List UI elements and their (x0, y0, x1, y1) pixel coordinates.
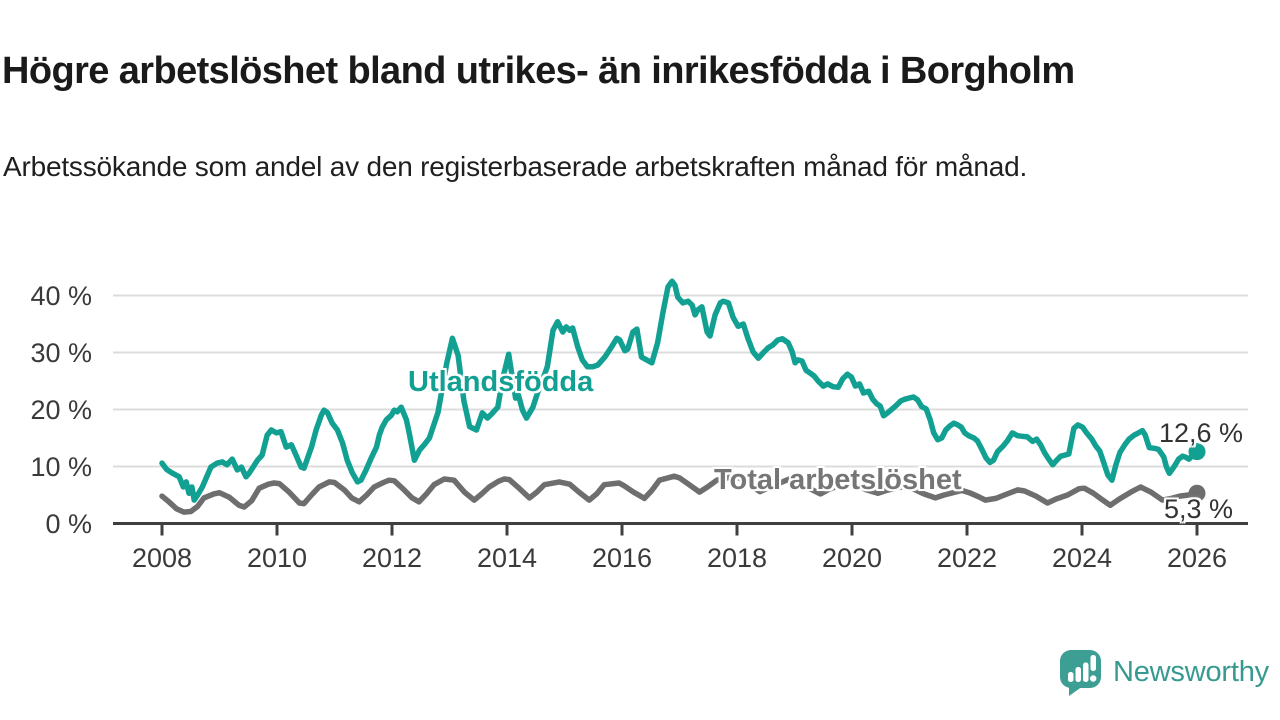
x-axis-label-2020: 2020 (821, 543, 883, 573)
page-title: Högre arbetslöshet bland utrikes- än inr… (2, 50, 1075, 93)
y-axis-label-20: 20 % (30, 394, 92, 425)
newsworthy-logo-icon (1060, 650, 1101, 696)
newsworthy-wordmark: Newsworthy (1113, 655, 1269, 688)
end-dot-utlandsfodda (1188, 443, 1206, 461)
chart-subtitle: Arbetssökande som andel av den registerb… (3, 151, 1028, 182)
y-axis-label-10: 10 % (30, 451, 92, 482)
y-axis-label-40: 40 % (30, 280, 92, 311)
y-axis-label-0: 0 % (45, 508, 92, 539)
series-line-total (159, 473, 1200, 515)
series-label-utlandsfodda: Utlandsfödda (408, 366, 594, 398)
newsworthy-brand: Newsworthy (1056, 648, 1269, 696)
end-dot-total (1188, 484, 1206, 502)
x-axis-label-2014: 2014 (476, 543, 538, 573)
x-axis-label-2016: 2016 (591, 543, 653, 573)
x-axis-label-2008: 2008 (131, 543, 193, 573)
x-axis-label-2024: 2024 (1051, 543, 1113, 573)
series-line-utlandsfodda (159, 278, 1200, 503)
x-axis-label-2010: 2010 (246, 543, 308, 573)
end-value-label-utlandsfodda: 12,6 % (1159, 418, 1244, 448)
series-label-total-arbetsloshet: Total arbetslöshet (714, 464, 962, 496)
y-axis-label-30: 30 % (30, 337, 92, 368)
x-axis-label-2018: 2018 (706, 543, 768, 573)
end-value-label-total: 5,3 % (1164, 494, 1234, 524)
x-axis-label-2026: 2026 (1166, 543, 1228, 573)
x-axis-label-2012: 2012 (361, 543, 423, 573)
x-axis-label-2022: 2022 (936, 543, 998, 573)
